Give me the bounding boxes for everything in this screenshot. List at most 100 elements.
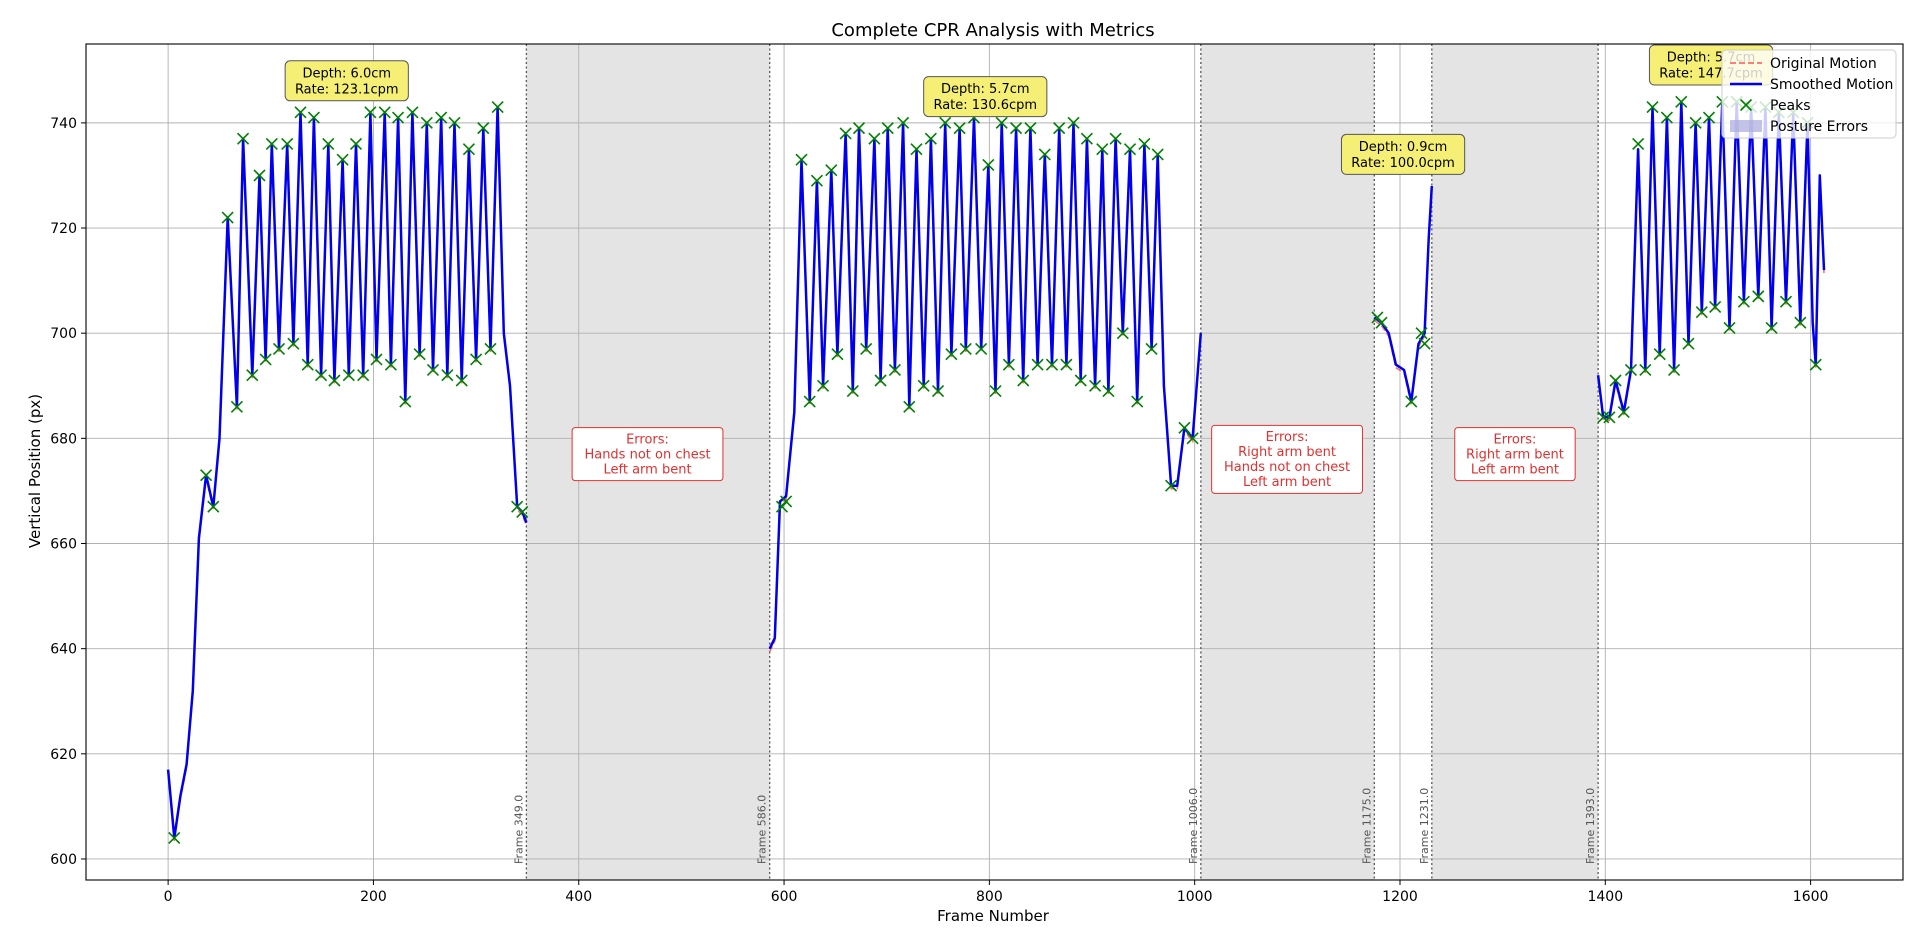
frame-marker-label: Frame 349.0 — [512, 795, 525, 864]
y-tick-label: 720 — [50, 221, 77, 237]
peak-marker — [265, 137, 278, 150]
metric-annotation-text: Depth: 6.0cm — [302, 66, 391, 81]
peak-marker — [1737, 295, 1750, 308]
peak-marker — [780, 495, 793, 508]
y-tick-label: 680 — [50, 431, 77, 447]
peak-marker — [455, 374, 468, 387]
frame-marker-label: Frame 1393.0 — [1584, 788, 1597, 864]
peak-marker — [1102, 384, 1115, 398]
peak-marker — [516, 505, 529, 519]
peak-marker — [342, 369, 355, 382]
legend-label: Smoothed Motion — [1770, 77, 1893, 93]
peak-marker — [1765, 321, 1778, 334]
peak-marker — [1123, 143, 1137, 156]
peak-marker — [307, 111, 320, 124]
peak-marker — [1002, 358, 1015, 371]
x-tick-label: 400 — [565, 889, 592, 905]
peak-marker — [1009, 122, 1023, 135]
peak-marker — [448, 116, 461, 129]
y-axis-title: Vertical Position (px) — [26, 394, 44, 548]
error-annotation-text: Left arm bent — [1243, 475, 1331, 490]
peak-marker — [982, 158, 995, 171]
metric-annotation-text: Rate: 130.6cpm — [933, 98, 1037, 113]
frame-marker-label: Frame 1006.0 — [1187, 788, 1200, 864]
peak-marker — [1682, 337, 1695, 350]
frame-marker-label: Frame 586.0 — [756, 795, 769, 864]
peak-marker — [1779, 295, 1793, 308]
error-annotation-box — [1211, 424, 1363, 494]
peak-marker — [336, 153, 349, 166]
peak-marker — [775, 500, 789, 513]
metric-annotation-box — [923, 76, 1048, 118]
peak-marker — [1074, 374, 1087, 387]
peak-marker — [364, 106, 377, 119]
frame-marker-label: Frame 1175.0 — [1360, 788, 1373, 864]
x-tick-label: 1400 — [1587, 889, 1623, 905]
peak-marker — [1405, 395, 1418, 408]
peak-marker — [378, 106, 391, 119]
peak-marker — [272, 342, 286, 356]
error-annotation-text: Errors: — [1266, 430, 1309, 445]
peak-marker — [462, 143, 475, 156]
y-tick-label: 640 — [50, 642, 77, 658]
peak-marker — [903, 400, 916, 413]
metric-annotation-text: Rate: 123.1cpm — [295, 82, 399, 97]
peak-marker — [1597, 411, 1610, 424]
peak-marker — [1675, 95, 1688, 108]
x-tick-label: 1600 — [1793, 889, 1829, 905]
peak-marker — [1624, 363, 1638, 377]
peak-marker — [881, 122, 894, 135]
peak-marker — [253, 169, 266, 182]
y-tick-label: 740 — [50, 116, 77, 132]
peak-marker — [207, 500, 220, 513]
peak-marker — [1709, 300, 1722, 313]
peak-marker — [868, 132, 881, 145]
peak-marker — [795, 153, 808, 166]
peak-marker — [1723, 321, 1736, 334]
legend-label: Original Motion — [1770, 56, 1877, 72]
peak-marker — [1024, 122, 1037, 135]
peak-marker — [357, 369, 370, 382]
peak-marker — [1668, 363, 1681, 377]
peak-marker — [1617, 405, 1630, 419]
peak-marker — [370, 353, 383, 366]
plot-area: Frame 349.0 Frame 586.0 Frame 1006.0 Frame … — [50, 43, 1904, 905]
error-annotation-text: Hands not on chest — [584, 447, 710, 462]
peak-marker — [846, 384, 859, 398]
peak-marker — [1145, 342, 1158, 356]
peak-marker — [1603, 411, 1616, 424]
peak-marker — [484, 342, 497, 356]
peak-marker — [1418, 337, 1431, 350]
metric-annotation-box — [1340, 133, 1466, 175]
peak-marker — [259, 353, 272, 366]
legend: Original Motion Smoothed Motion Peaks Postu… — [1721, 49, 1897, 139]
peak-marker — [1794, 316, 1807, 329]
x-tick-label: 200 — [360, 889, 387, 905]
x-tick-label: 1000 — [1177, 889, 1213, 905]
error-annotation-box — [1454, 427, 1576, 482]
peak-marker — [1116, 327, 1129, 340]
y-tick-label: 700 — [50, 326, 77, 342]
metric-annotation-text: Depth: 5.7cm — [941, 82, 1030, 97]
peak-marker — [1109, 132, 1122, 145]
peak-marker — [810, 174, 823, 187]
peak-marker — [477, 122, 490, 135]
peak-marker — [420, 116, 433, 129]
peak-marker — [399, 395, 412, 408]
peak-marker — [1096, 143, 1109, 156]
legend-swatch-peaks — [1739, 98, 1753, 112]
error-annotation-box — [571, 427, 724, 482]
peak-marker — [1371, 311, 1384, 324]
peak-marker — [168, 831, 181, 845]
peak-marker — [1609, 374, 1622, 387]
peak-marker — [839, 127, 852, 140]
peak-marker — [294, 106, 307, 119]
error-annotation-text: Left arm bent — [1471, 462, 1559, 477]
peak-marker — [989, 384, 1002, 398]
peak-marker — [888, 363, 901, 377]
